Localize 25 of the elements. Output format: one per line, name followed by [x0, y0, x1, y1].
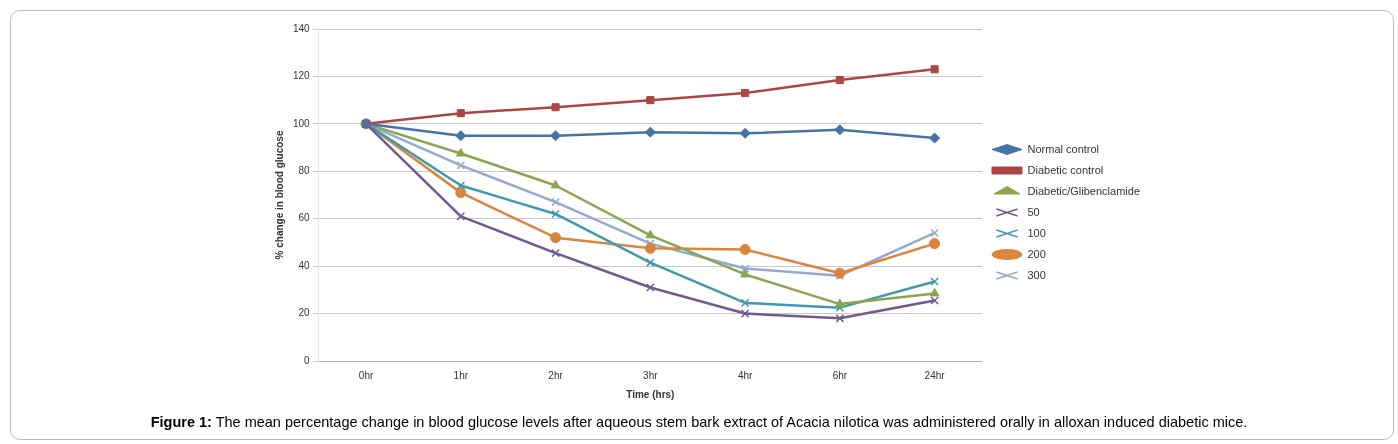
legend-label: 50	[1027, 205, 1040, 218]
y-tick-label: 40	[298, 259, 311, 271]
legend-label: 300	[1027, 268, 1046, 281]
y-tick-label: 20	[298, 307, 311, 319]
y-tick-label: 60	[298, 212, 311, 224]
y-tick-label: 0	[304, 354, 311, 366]
x-tick-label: 3hr	[643, 369, 659, 381]
caption: Figure 1: The mean percentage change in blood glucose levels after aqueous stem bark extract of Acacia nilotica was administered orally in alloxan induced diabetic mice.	[149, 414, 1249, 430]
x-tick-label: 4hr	[737, 369, 753, 381]
y-axis-title: % change in blood glucose	[273, 130, 285, 260]
legend-label: Diabetic/Glibenclamide	[1027, 184, 1140, 197]
x-tick-label: 24hr	[924, 369, 946, 381]
legend-label: 100	[1027, 226, 1046, 239]
x-axis-title: Time (hrs)	[626, 388, 675, 400]
y-tick-label: 120	[293, 70, 311, 82]
x-tick-label: 6hr	[832, 369, 848, 381]
legend-label: Diabetic control	[1027, 163, 1104, 176]
y-tick-label: 100	[293, 117, 311, 129]
x-tick-label: 2hr	[548, 369, 564, 381]
y-tick-label: 140	[293, 22, 311, 34]
legend-label: 200	[1027, 247, 1046, 260]
x-tick-label: 0hr	[358, 369, 374, 381]
x-tick-label: 1hr	[453, 369, 469, 381]
legend-label: Normal control	[1027, 142, 1100, 155]
y-tick-label: 80	[298, 165, 311, 177]
